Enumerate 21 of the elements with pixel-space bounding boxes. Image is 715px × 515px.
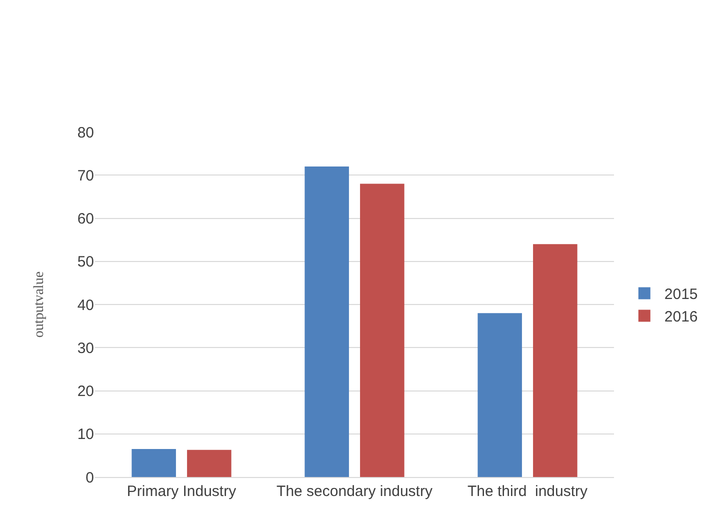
bar [187,450,232,477]
bar [533,244,578,477]
bar [132,448,176,477]
bar [360,184,404,477]
bar [478,313,522,477]
y-tick-label: 10 [77,426,94,444]
y-tick-label: 0 [86,469,94,486]
x-tick-label: Primary Industry [126,483,237,500]
y-tick-label: 70 [77,167,94,184]
bar [304,166,349,477]
legend-label: 2016 [664,308,698,326]
y-tick-label: 30 [77,340,94,357]
y-axis-title: outputvalue [32,271,47,338]
y-tick-label: 80 [77,124,94,142]
y-tick-label: 60 [77,210,94,228]
legend-label: 2015 [664,286,698,304]
x-tick-label: The secondary industry [276,483,433,500]
y-tick-label: 50 [77,254,94,271]
x-tick-label: The third industry [467,483,588,500]
y-tick-label: 40 [77,296,94,314]
y-tick-label: 20 [77,383,94,400]
